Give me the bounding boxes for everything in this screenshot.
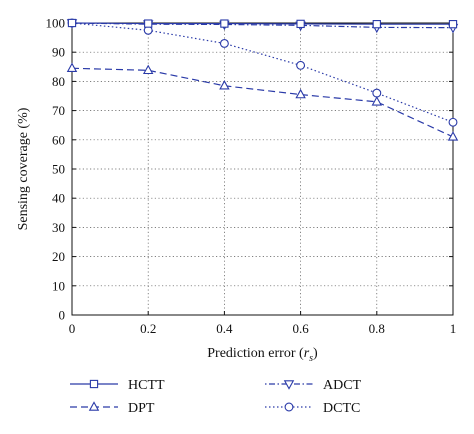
series-dctc-point (372, 88, 382, 98)
plot-frame (71, 22, 454, 316)
series-hctt-point (144, 19, 153, 28)
legend-label: DCTC (323, 401, 360, 416)
series-hctt (67, 18, 458, 29)
series-dpt-point (447, 131, 459, 141)
legend-label: HCTT (128, 378, 165, 393)
legend-item-adct: ADCT (265, 378, 362, 393)
legend-swatch-marker (284, 402, 294, 412)
series-hctt-point (220, 19, 229, 28)
series-hctt-point (67, 18, 77, 28)
series-dpt (66, 62, 459, 141)
series-dctc-point (296, 60, 306, 70)
series-dctc-point (219, 38, 229, 48)
y-tick-label: 100 (46, 16, 66, 31)
series-dpt-point (142, 64, 154, 75)
y-tick-label: 60 (52, 132, 65, 147)
y-tick-label: 70 (52, 103, 65, 118)
x-axis-label-text: Prediction error ( (207, 346, 304, 361)
y-tick-label: 80 (52, 74, 65, 89)
y-tick-label: 40 (52, 191, 65, 206)
series-dpt-point (219, 80, 230, 90)
legend: HCTT DPT ADCT DCTC (70, 378, 362, 416)
x-axis-label: Prediction error (rs) (207, 346, 318, 364)
series-hctt-point (372, 20, 381, 29)
legend-item-dpt: DPT (70, 401, 155, 416)
series-dpt-point (295, 88, 306, 99)
y-tick-label: 10 (52, 278, 65, 293)
series-hctt-point (448, 20, 458, 29)
x-axis-label-close: ) (313, 346, 318, 361)
y-tick-label: 90 (52, 45, 65, 60)
series-adct (66, 19, 459, 34)
x-axis-label-subscript: s (309, 353, 313, 364)
legend-label: ADCT (323, 378, 362, 393)
legend-item-hctt: HCTT (70, 378, 165, 393)
series-dctc (67, 18, 458, 127)
x-tick-label: 0 (69, 321, 76, 336)
legend-label: DPT (128, 401, 155, 416)
y-tick-label: 20 (52, 249, 65, 264)
axis-ticks: 0 10 20 30 40 50 60 70 80 90 100 0 0.2 0.4 0.6 0.8 1 (46, 16, 457, 337)
series (66, 18, 459, 141)
series-dctc-point (448, 117, 458, 127)
y-tick-label: 30 (52, 220, 65, 235)
x-tick-label: 0.4 (216, 321, 233, 336)
y-tick-label: 50 (52, 162, 65, 177)
legend-swatch-marker (88, 401, 100, 411)
series-dpt-point (371, 96, 383, 106)
x-tick-label: 1 (450, 321, 457, 336)
legend-item-dctc: DCTC (265, 401, 360, 416)
x-tick-label: 0.6 (292, 321, 309, 336)
legend-swatch-marker (89, 379, 99, 389)
grid (72, 23, 453, 315)
y-tick-label: 0 (59, 308, 66, 323)
legend-swatch-marker (283, 380, 295, 390)
x-tick-label: 0.2 (140, 321, 156, 336)
x-axis-label-variable: r (304, 346, 310, 361)
series-dpt-point (66, 62, 78, 73)
series-dctc-line (71, 22, 454, 123)
series-hctt-point (296, 19, 305, 29)
y-axis-label: Sensing coverage (%) (16, 107, 31, 230)
x-tick-label: 0.8 (369, 321, 385, 336)
series-dpt-line (71, 67, 454, 138)
series-hctt-line (71, 22, 453, 25)
